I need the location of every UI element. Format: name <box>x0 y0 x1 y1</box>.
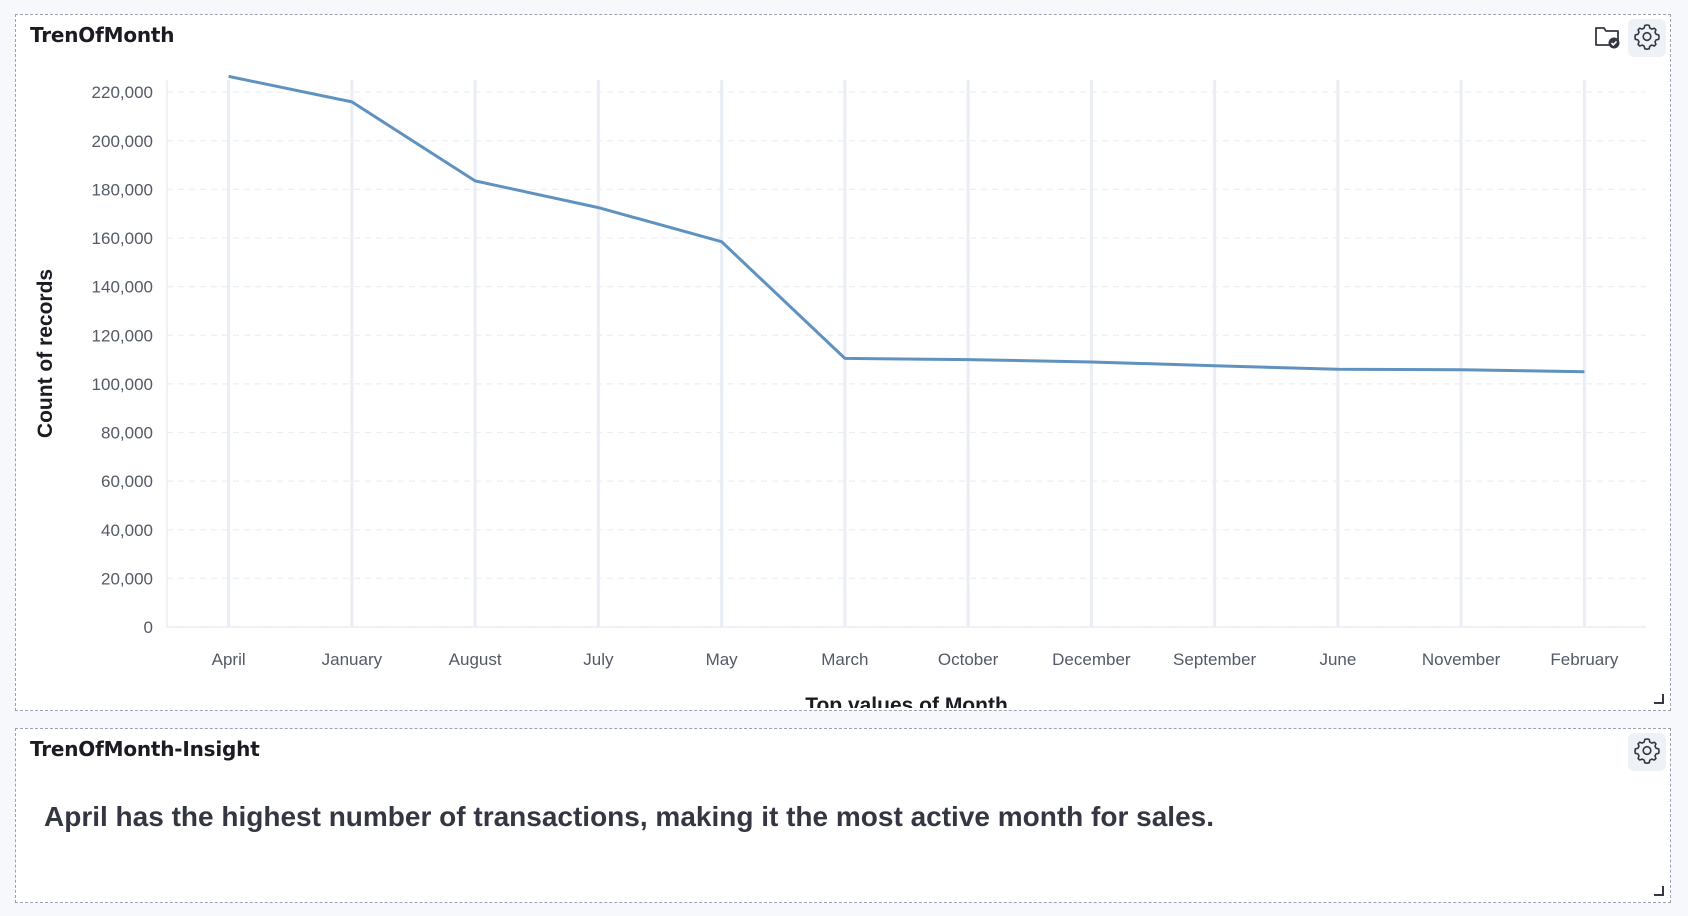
data-point[interactable] <box>1211 362 1219 370</box>
data-point[interactable] <box>1457 366 1465 374</box>
data-point[interactable] <box>841 354 849 362</box>
resize-handle[interactable] <box>1654 886 1664 896</box>
data-point[interactable] <box>471 177 479 185</box>
line-chart: 0 20,000 40,000 60,000 80,000 100,000 120,000 1… <box>34 72 1646 708</box>
x-tick-label: May <box>706 650 739 669</box>
chart-axes: 0 20,000 40,000 60,000 80,000 100,000 120,000 1… <box>92 80 1646 669</box>
y-tick-label: 120,000 <box>92 326 153 345</box>
data-point[interactable] <box>718 238 726 246</box>
gear-icon <box>1633 736 1661 768</box>
data-point[interactable] <box>594 204 602 212</box>
x-tick-label: February <box>1550 650 1619 669</box>
x-tick-label: April <box>212 650 246 669</box>
x-tick-label: August <box>449 650 502 669</box>
y-tick-label: 80,000 <box>101 424 153 443</box>
insight-panel: TrenOfMonth-Insight April has the highes… <box>15 728 1671 903</box>
insight-text: April has the highest number of transact… <box>44 801 1214 832</box>
chart-series <box>225 72 1588 376</box>
gear-icon <box>1633 22 1661 54</box>
y-tick-label: 220,000 <box>92 83 153 102</box>
y-tick-label: 180,000 <box>92 180 153 199</box>
x-axis-title: Top values of Month <box>805 694 1008 708</box>
y-tick-label: 200,000 <box>92 132 153 151</box>
chart-panel: TrenOfMonth 0 20,000 40,000 60,000 80,000 100… <box>15 14 1671 711</box>
insight-panel-title: TrenOfMonth-Insight <box>30 737 260 761</box>
x-tick-label: December <box>1052 650 1131 669</box>
y-tick-label: 0 <box>144 618 153 637</box>
insight-panel-actions <box>1628 733 1666 771</box>
chart-panel-title: TrenOfMonth <box>30 23 175 47</box>
x-tick-label: June <box>1319 650 1356 669</box>
panel-settings-button[interactable] <box>1628 19 1666 57</box>
x-tick-label: July <box>583 650 614 669</box>
chart-grid <box>167 80 1646 628</box>
data-point[interactable] <box>1334 365 1342 373</box>
data-point[interactable] <box>1087 358 1095 366</box>
y-tick-label: 100,000 <box>92 375 153 394</box>
y-tick-label: 160,000 <box>92 229 153 248</box>
resize-handle[interactable] <box>1654 694 1664 704</box>
x-tick-label: October <box>938 650 999 669</box>
folder-check-icon <box>1593 22 1621 54</box>
x-tick-label: September <box>1173 650 1256 669</box>
save-to-library-button[interactable] <box>1588 19 1626 57</box>
data-point[interactable] <box>1580 368 1588 376</box>
y-tick-label: 60,000 <box>101 472 153 491</box>
y-tick-label: 20,000 <box>101 569 153 588</box>
y-tick-label: 40,000 <box>101 521 153 540</box>
y-axis-title: Count of records <box>34 269 57 438</box>
data-point[interactable] <box>348 98 356 106</box>
x-tick-label: November <box>1422 650 1501 669</box>
y-tick-label: 140,000 <box>92 278 153 297</box>
insight-settings-button[interactable] <box>1628 733 1666 771</box>
series-line <box>228 74 1585 374</box>
x-tick-label: January <box>322 650 383 669</box>
data-point[interactable] <box>225 72 233 80</box>
x-tick-label: March <box>821 650 868 669</box>
data-point[interactable] <box>964 356 972 364</box>
chart-panel-actions <box>1588 19 1666 57</box>
